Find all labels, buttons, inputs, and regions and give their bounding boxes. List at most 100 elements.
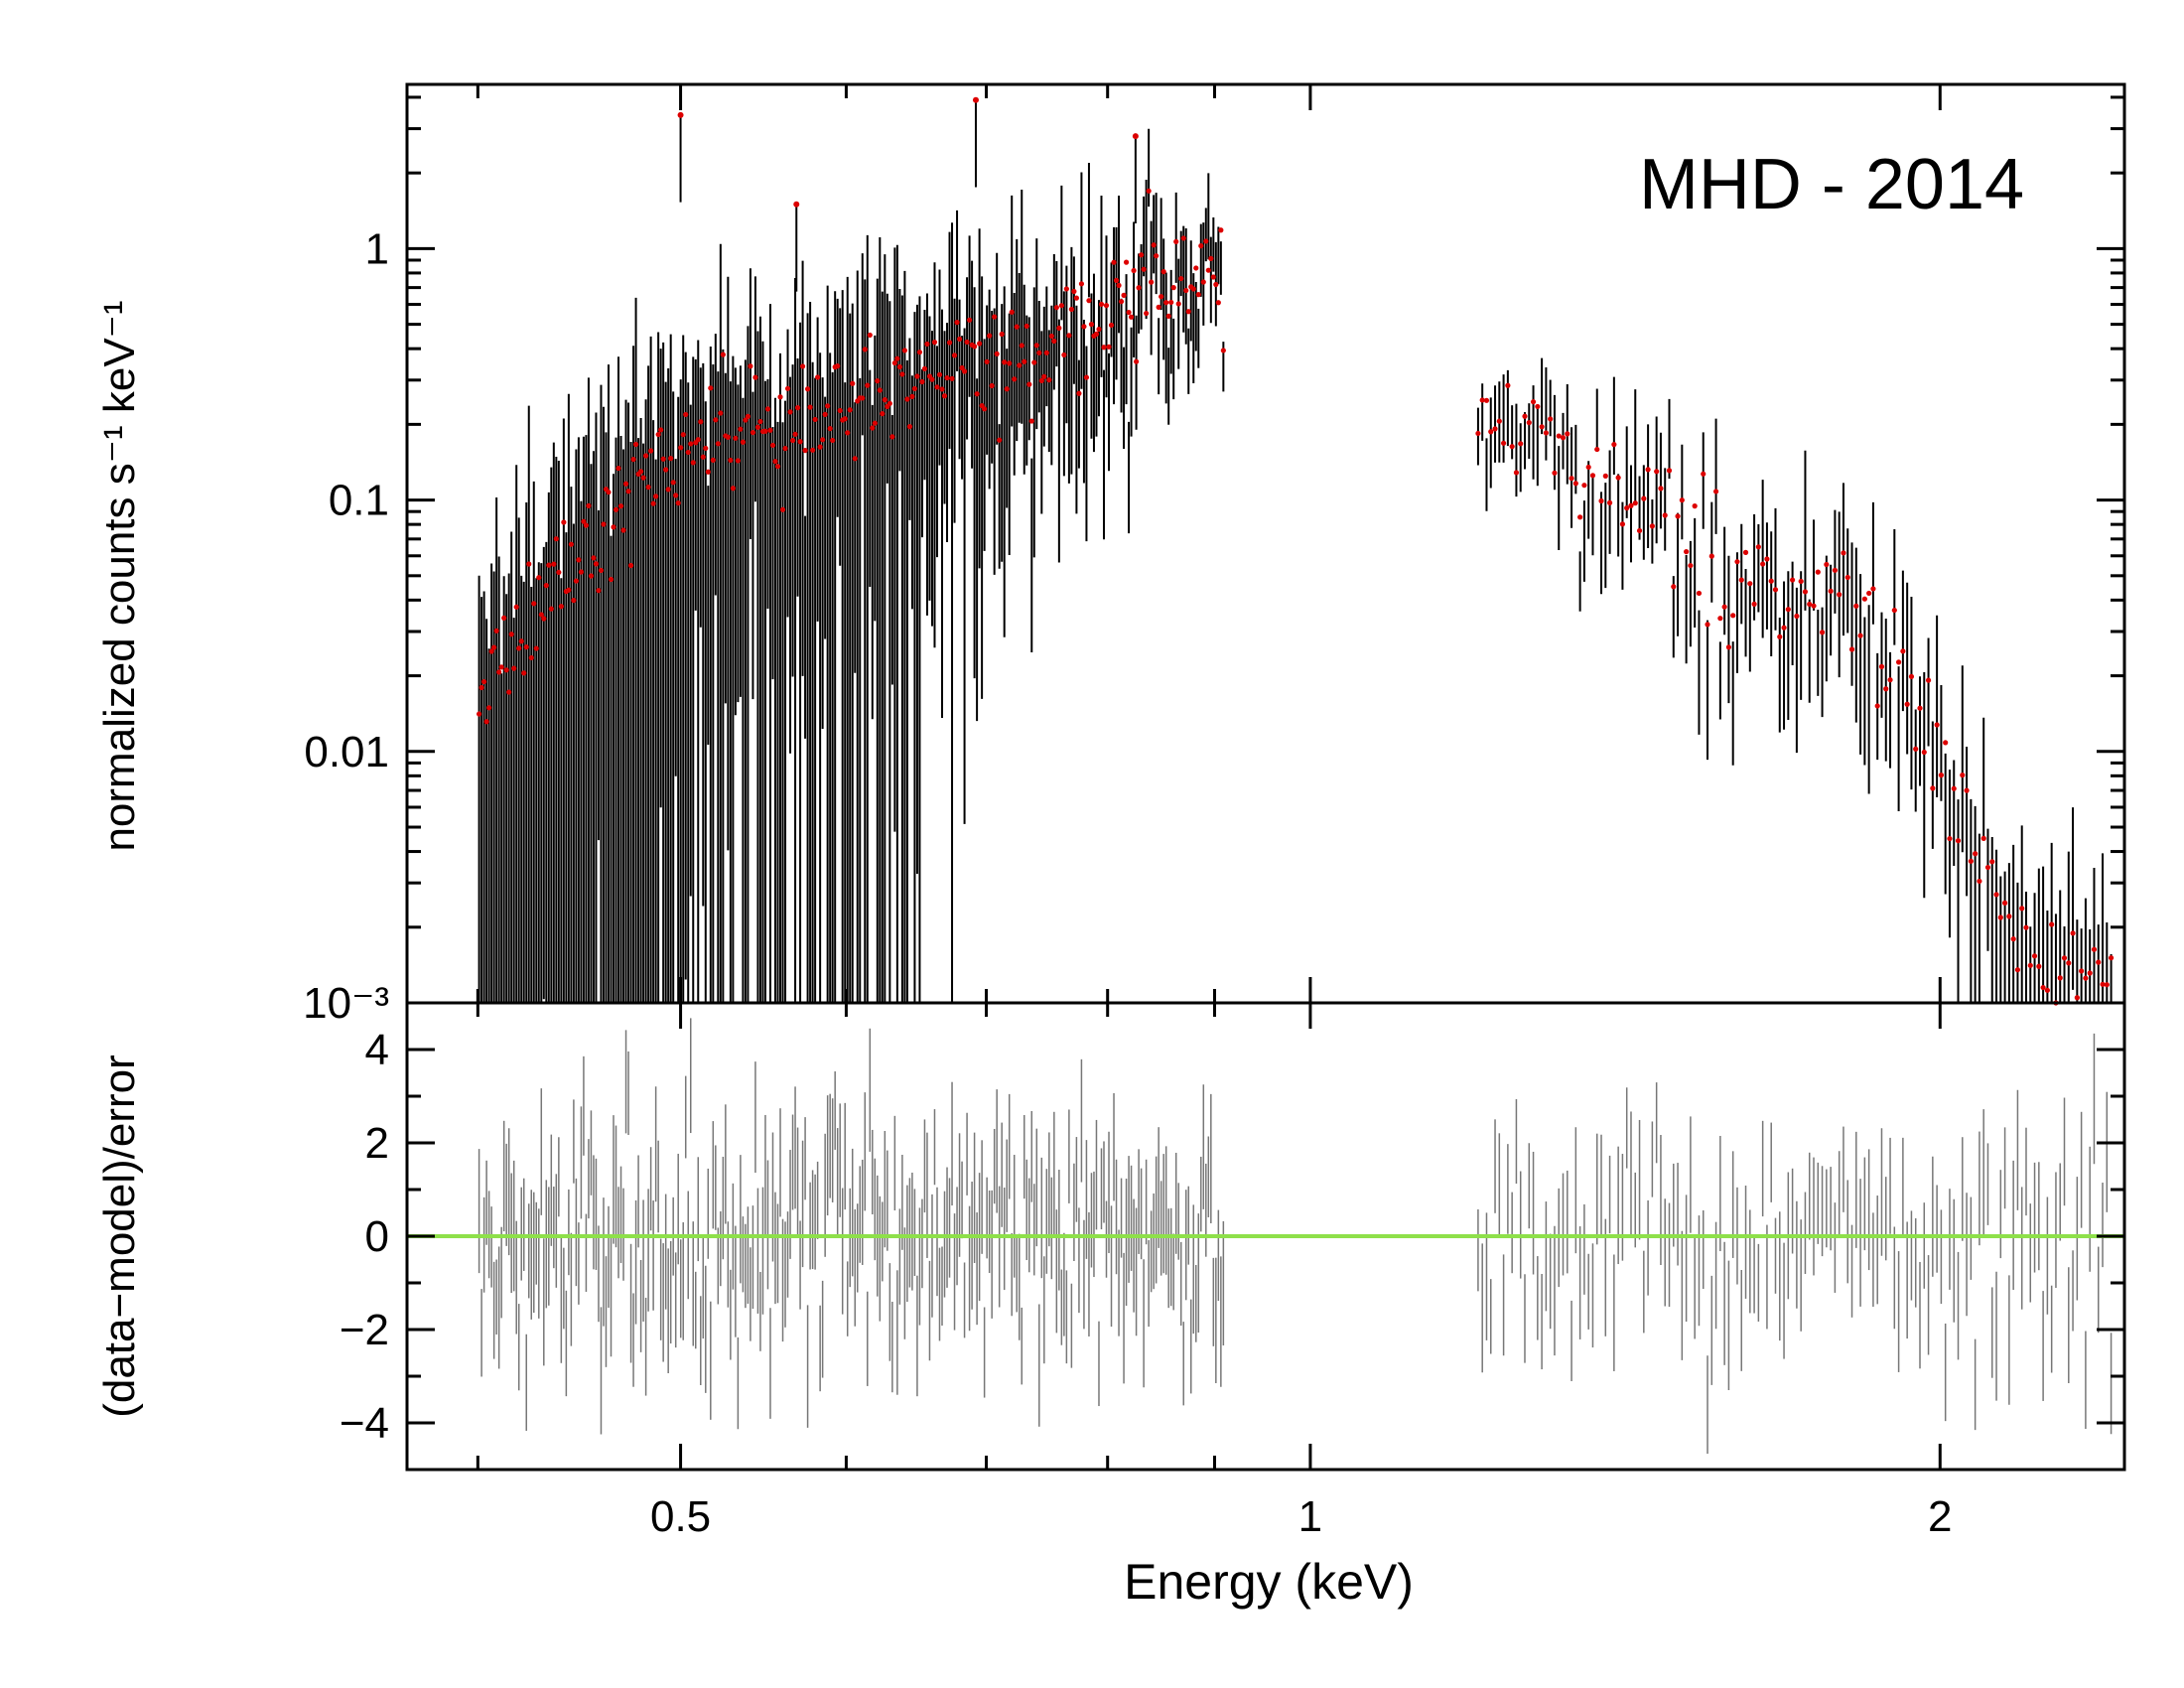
model-point bbox=[919, 378, 925, 385]
model-point bbox=[2001, 900, 2008, 906]
model-point bbox=[506, 689, 512, 695]
model-point bbox=[622, 481, 629, 487]
model-point bbox=[730, 486, 736, 492]
model-point bbox=[835, 363, 841, 369]
model-point bbox=[2104, 982, 2110, 988]
model-point bbox=[548, 606, 554, 612]
model-point bbox=[1883, 686, 1889, 692]
model-point bbox=[1628, 502, 1634, 508]
model-point bbox=[847, 407, 853, 413]
model-point bbox=[1692, 503, 1698, 509]
model-point bbox=[1121, 292, 1127, 298]
model-point bbox=[782, 446, 788, 452]
model-point bbox=[508, 632, 514, 637]
model-point bbox=[865, 382, 871, 388]
model-point bbox=[1144, 310, 1150, 317]
model-point bbox=[1046, 377, 1052, 383]
model-point bbox=[1017, 362, 1023, 368]
model-point bbox=[1955, 838, 1962, 844]
model-point bbox=[877, 387, 883, 393]
model-point bbox=[750, 429, 756, 436]
model-point bbox=[904, 396, 910, 402]
model-point bbox=[1960, 773, 1966, 778]
model-point bbox=[728, 457, 734, 464]
model-point bbox=[498, 664, 504, 670]
model-point bbox=[1781, 625, 1787, 631]
model-point bbox=[1083, 374, 1090, 380]
model-point bbox=[556, 569, 562, 576]
model-point bbox=[518, 638, 524, 644]
model-point bbox=[538, 612, 544, 618]
model-point bbox=[1530, 399, 1537, 405]
model-point bbox=[531, 601, 537, 607]
model-point bbox=[807, 404, 813, 410]
model-point bbox=[583, 522, 590, 528]
model-point bbox=[536, 575, 542, 581]
model-point bbox=[1160, 269, 1166, 275]
model-point bbox=[1198, 243, 1204, 249]
model-point bbox=[984, 358, 990, 364]
line-model-point bbox=[1132, 133, 1139, 140]
model-point bbox=[1208, 255, 1214, 261]
model-point bbox=[1751, 601, 1757, 607]
model-point bbox=[1210, 274, 1216, 280]
top-y-tick-label: 1 bbox=[365, 224, 389, 273]
model-point bbox=[825, 403, 831, 409]
model-point bbox=[909, 393, 915, 399]
model-point bbox=[650, 500, 656, 506]
model-point bbox=[1071, 288, 1077, 295]
model-point bbox=[645, 485, 651, 491]
model-point bbox=[1925, 677, 1932, 683]
model-point bbox=[2057, 975, 2063, 981]
model-point bbox=[632, 441, 639, 448]
bottom-y-tick-label: 2 bbox=[365, 1119, 389, 1168]
model-point bbox=[899, 371, 905, 377]
chart-title: MHD - 2014 bbox=[1639, 145, 2024, 224]
model-point bbox=[1611, 442, 1617, 448]
model-point bbox=[794, 405, 801, 411]
model-point bbox=[561, 519, 567, 525]
model-point bbox=[1002, 359, 1008, 365]
top-y-tick-label: 0.1 bbox=[329, 477, 389, 525]
model-point bbox=[1989, 859, 1995, 865]
model-point bbox=[1572, 481, 1578, 487]
model-point bbox=[901, 348, 907, 353]
model-point bbox=[1980, 835, 1986, 841]
model-point bbox=[620, 527, 626, 533]
model-point bbox=[1837, 592, 1843, 598]
model-point bbox=[1917, 705, 1923, 711]
model-point bbox=[698, 419, 704, 425]
model-point bbox=[842, 416, 848, 422]
model-point bbox=[1215, 300, 1221, 306]
model-point bbox=[911, 385, 918, 392]
model-point bbox=[1220, 348, 1226, 353]
model-point bbox=[1218, 227, 1224, 233]
model-point bbox=[1705, 622, 1710, 628]
model-point bbox=[987, 333, 993, 339]
model-point bbox=[630, 457, 636, 463]
model-point bbox=[852, 456, 858, 462]
model-point bbox=[792, 431, 798, 437]
model-point bbox=[1934, 722, 1940, 728]
model-point bbox=[1096, 326, 1102, 333]
model-point bbox=[862, 347, 868, 352]
model-point bbox=[705, 469, 711, 475]
model-point bbox=[956, 336, 963, 343]
x-tick-label: 1 bbox=[1298, 1492, 1322, 1541]
model-point bbox=[1526, 420, 1532, 426]
model-point bbox=[1594, 446, 1600, 453]
model-point bbox=[1984, 864, 1991, 871]
model-point bbox=[936, 371, 943, 377]
model-point bbox=[1930, 785, 1936, 791]
model-point bbox=[1183, 287, 1189, 294]
model-point bbox=[668, 456, 674, 462]
model-point bbox=[516, 645, 522, 651]
model-point bbox=[1548, 416, 1554, 422]
model-point bbox=[1577, 514, 1583, 520]
model-point bbox=[1036, 350, 1042, 355]
model-point bbox=[2087, 970, 2093, 976]
model-point bbox=[1675, 513, 1681, 519]
model-point bbox=[815, 374, 821, 380]
model-point bbox=[1887, 677, 1893, 683]
